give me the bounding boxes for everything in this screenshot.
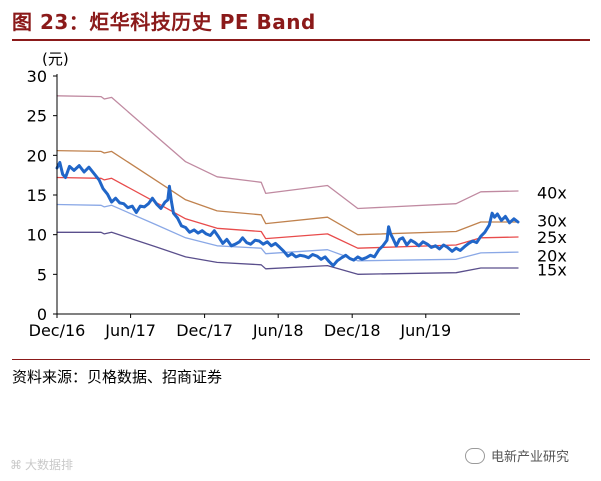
y-tick-label: 10 <box>27 226 47 245</box>
watermark-right: 电新产业研究 <box>465 446 569 465</box>
pe-band-line-25x <box>56 176 519 249</box>
x-tick-label: Jun/19 <box>399 321 451 340</box>
watermark-right-text: 电新产业研究 <box>491 450 570 465</box>
series-label-30x: 30x <box>537 211 567 230</box>
y-tick-label: 30 <box>27 67 47 86</box>
pe-band-chart: 0 5 10 15 20 25 30 Dec/16 Jun/17 Dec/17 Jun/18 Dec/… <box>27 50 567 340</box>
watermark-logo-icon: ⌘ <box>10 458 22 472</box>
y-tick-label: 5 <box>37 265 47 284</box>
price-line <box>55 161 520 268</box>
figure-title: 图 23：炬华科技历史 PE Band <box>12 10 316 34</box>
series-label-40x: 40x <box>537 184 567 203</box>
watermark-left: ⌘ 大数据排 <box>10 456 73 473</box>
x-tick-label: Dec/17 <box>176 321 233 340</box>
wechat-icon <box>465 448 485 464</box>
x-tick-label: Dec/16 <box>29 321 86 340</box>
y-tick-label: 25 <box>27 107 47 126</box>
pe-band-line-30x <box>56 149 519 236</box>
pe-band-line-15x <box>56 231 519 275</box>
watermark-left-text: 大数据排 <box>25 458 74 472</box>
x-tick-label: Dec/18 <box>324 321 381 340</box>
x-tick-label: Jun/18 <box>252 321 304 340</box>
y-tick-label: 20 <box>27 146 47 165</box>
pe-band-line-20x <box>56 203 519 262</box>
x-tick-label: Jun/17 <box>104 321 156 340</box>
y-axis-unit-label: (元) <box>42 50 69 68</box>
title-divider <box>12 39 590 41</box>
axes-layer: 0 5 10 15 20 25 30 Dec/16 Jun/17 Dec/17 Jun/18 Dec/… <box>27 67 520 340</box>
series-layer <box>55 95 520 275</box>
series-label-15x: 15x <box>537 261 567 280</box>
series-label-20x: 20x <box>537 246 567 265</box>
source-note: 资料来源：贝格数据、招商证券 <box>12 368 223 386</box>
series-label-25x: 25x <box>537 228 567 247</box>
y-tick-label: 0 <box>37 305 47 324</box>
source-divider <box>12 359 590 360</box>
y-tick-label: 15 <box>27 186 47 205</box>
pe-band-line-40x <box>56 95 519 210</box>
